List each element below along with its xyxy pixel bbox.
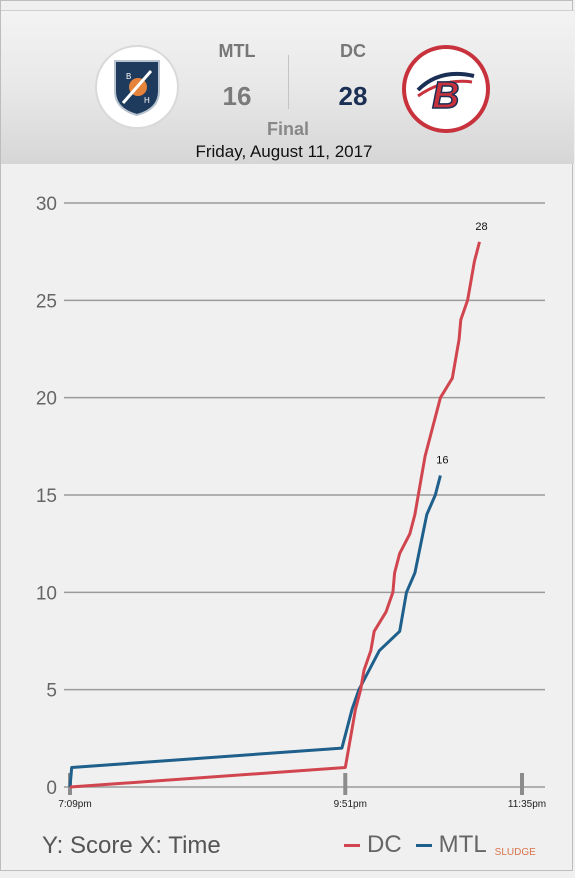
y-tick-label: 25	[36, 291, 57, 312]
away-team-code: DC	[340, 41, 366, 61]
home-team-code: MTL	[218, 41, 256, 61]
y-tick-label: 10	[36, 583, 57, 604]
legend-label-mtl: MTL	[438, 831, 487, 858]
legend-item-mtl[interactable]: MTL	[415, 831, 487, 859]
swoosh-b-icon: B	[416, 71, 475, 114]
axis-caption: Y: Score X: Time	[42, 832, 221, 859]
end-label-mtl: 16	[436, 455, 448, 467]
score-divider	[288, 55, 289, 109]
legend-item-dc[interactable]: DC	[344, 831, 402, 859]
chart-legend: DC MTL SLUDGE	[344, 830, 536, 860]
credit-label: SLUDGE	[494, 846, 536, 858]
score-chart: 0 5 10 15 20 25 30 7:09pm 9:51pm 11:35pm 16 28	[0, 163, 575, 873]
mtl-team-logo[interactable]: B H	[95, 45, 179, 129]
end-label-dc: 28	[475, 221, 487, 233]
legend-label-dc: DC	[367, 831, 402, 858]
home-score: 16	[222, 81, 252, 111]
y-tick-label: 15	[36, 486, 57, 507]
dc-logo-letter: B	[432, 75, 459, 114]
mtl-swatch	[415, 843, 432, 847]
y-tick-labels: 0 5 10 15 20 25 30	[36, 194, 57, 799]
grid-lines	[64, 202, 545, 788]
series-lines	[68, 241, 481, 789]
x-tick-mark	[520, 773, 524, 795]
dc-team-logo[interactable]: B	[402, 45, 490, 133]
series-line-dc	[69, 241, 481, 789]
game-date: Friday, August 11, 2017	[195, 142, 373, 161]
scoreboard-header: B H MTL 16 DC 28 Final B Friday, August …	[1, 10, 574, 164]
x-tick-label: 11:35pm	[508, 799, 546, 810]
game-status: Final	[266, 119, 309, 139]
mtl-logo-letter-right: H	[144, 96, 150, 105]
y-tick-label: 30	[36, 194, 57, 215]
x-tick-label: 9:51pm	[334, 799, 367, 810]
mtl-logo-letter-left: B	[126, 72, 131, 81]
x-tick-marks: 7:09pm 9:51pm 11:35pm	[58, 773, 546, 810]
away-score: 28	[338, 81, 368, 111]
x-tick-label: 7:09pm	[58, 799, 91, 810]
y-tick-label: 20	[36, 389, 57, 410]
dc-swatch	[344, 843, 360, 847]
y-tick-label: 0	[46, 778, 57, 799]
x-tick-mark	[343, 773, 348, 795]
series-line-mtl	[68, 475, 442, 788]
y-tick-label: 5	[46, 681, 57, 702]
shield-icon: B H	[114, 60, 160, 117]
